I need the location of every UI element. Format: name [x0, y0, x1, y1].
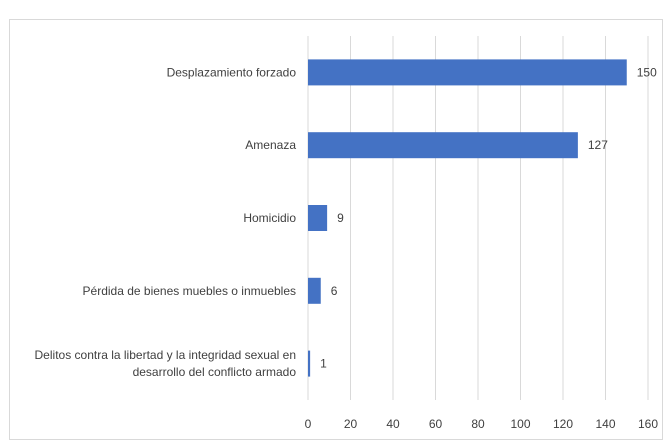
x-tick-label-3: 60 [429, 417, 443, 431]
bar-3 [308, 277, 321, 304]
x-tick-label-0: 0 [305, 417, 312, 431]
category-label-4-line-1: desarrollo del conflicto armado [133, 365, 297, 379]
category-label-4-line-0: Delitos contra la libertad y la integrid… [35, 348, 296, 362]
category-label-1: Amenaza [245, 138, 296, 152]
data-label-4: 1 [320, 357, 327, 371]
x-tick-label-2: 40 [386, 417, 400, 431]
chart-frame [9, 19, 663, 440]
bar-1 [308, 132, 578, 159]
data-label-3: 6 [331, 284, 338, 298]
bar-0 [308, 59, 627, 86]
x-tick-label-5: 100 [510, 417, 530, 431]
bar-4 [308, 350, 311, 377]
x-tick-label-7: 140 [595, 417, 615, 431]
data-label-0: 150 [637, 65, 657, 79]
data-label-1: 127 [588, 138, 608, 152]
x-tick-label-1: 20 [344, 417, 358, 431]
x-tick-label-8: 160 [638, 417, 658, 431]
bar-2 [308, 205, 328, 231]
x-tick-label-4: 80 [471, 417, 485, 431]
x-tick-label-6: 120 [553, 417, 573, 431]
category-label-0: Desplazamiento forzado [167, 65, 297, 79]
data-label-2: 9 [337, 211, 344, 225]
category-label-3: Pérdida de bienes muebles o inmuebles [83, 284, 296, 298]
category-label-2: Homicidio [243, 211, 296, 225]
